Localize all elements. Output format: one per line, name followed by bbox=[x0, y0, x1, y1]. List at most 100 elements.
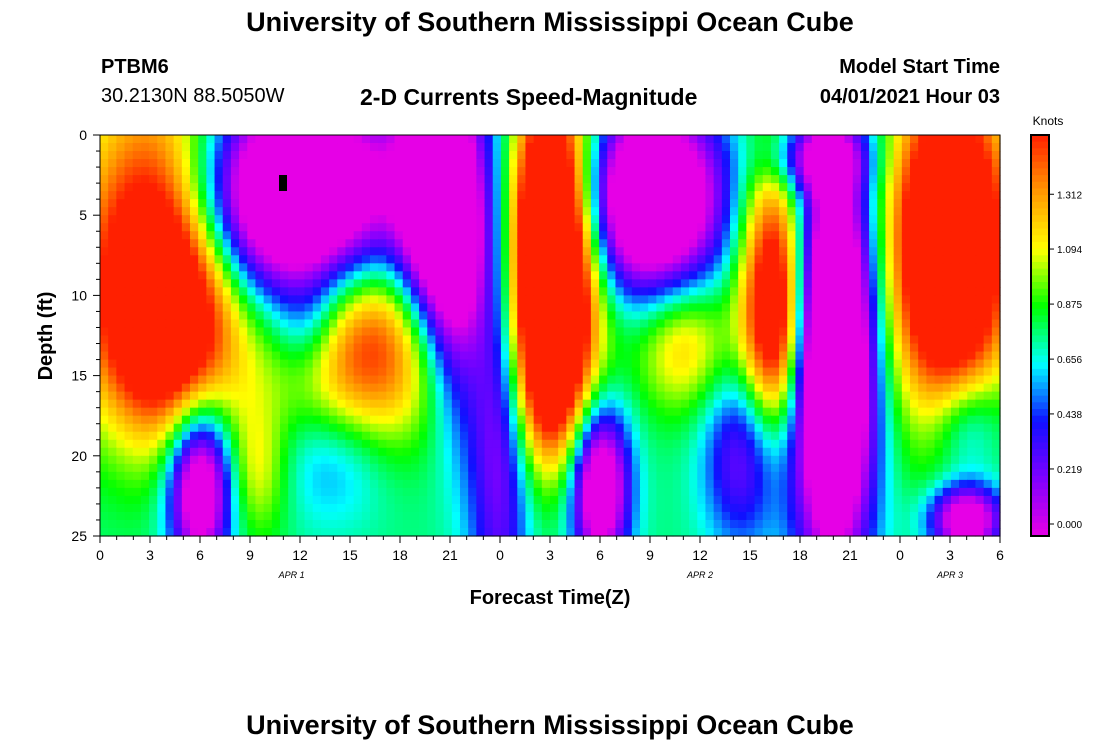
heatmap-cell bbox=[345, 303, 355, 313]
heatmap-cell bbox=[181, 263, 191, 272]
heatmap-cell bbox=[320, 415, 330, 425]
heatmap-cell bbox=[312, 423, 322, 433]
heatmap-cell bbox=[247, 455, 257, 465]
heatmap-cell bbox=[901, 231, 911, 240]
heatmap-cell bbox=[852, 415, 862, 425]
heatmap-cell bbox=[803, 231, 813, 240]
heatmap-cell bbox=[165, 223, 175, 232]
heatmap-cell bbox=[312, 351, 322, 361]
heatmap-cell bbox=[664, 479, 674, 489]
heatmap-cell bbox=[648, 143, 657, 152]
heatmap-cell bbox=[230, 183, 240, 192]
heatmap-cell bbox=[100, 159, 109, 168]
heatmap-cell bbox=[108, 223, 117, 232]
heatmap-cell bbox=[181, 159, 191, 168]
heatmap-cell bbox=[280, 335, 289, 345]
heatmap-cell bbox=[500, 303, 510, 313]
heatmap-cell bbox=[100, 343, 109, 353]
heatmap-cell bbox=[296, 271, 306, 280]
heatmap-cell bbox=[893, 183, 903, 192]
heatmap-cell bbox=[893, 239, 903, 248]
heatmap-cell bbox=[991, 423, 1001, 433]
heatmap-cell bbox=[312, 215, 322, 224]
heatmap-cell bbox=[353, 207, 363, 216]
heatmap-cell bbox=[451, 159, 461, 168]
heatmap-cell bbox=[337, 215, 347, 224]
heatmap-cell bbox=[149, 295, 158, 305]
heatmap-cell bbox=[198, 375, 207, 385]
heatmap-cell bbox=[181, 431, 191, 441]
heatmap-cell bbox=[320, 335, 330, 345]
heatmap-cell bbox=[672, 135, 682, 144]
heatmap-cell bbox=[893, 487, 903, 497]
heatmap-cell bbox=[165, 495, 175, 505]
heatmap-cell bbox=[566, 295, 576, 305]
heatmap-cell bbox=[329, 255, 338, 264]
heatmap-cell bbox=[680, 239, 690, 248]
heatmap-cell bbox=[910, 359, 919, 369]
heatmap-cell bbox=[664, 151, 674, 160]
heatmap-cell bbox=[410, 231, 420, 240]
heatmap-cell bbox=[181, 415, 191, 425]
heatmap-cell bbox=[337, 471, 347, 481]
heatmap-cell bbox=[239, 231, 248, 240]
heatmap-cell bbox=[410, 495, 420, 505]
heatmap-cell bbox=[975, 231, 985, 240]
heatmap-cell bbox=[991, 375, 1001, 385]
heatmap-cell bbox=[705, 319, 715, 329]
heatmap-cell bbox=[730, 447, 739, 457]
heatmap-cell bbox=[149, 263, 158, 272]
heatmap-cell bbox=[844, 375, 854, 385]
heatmap-cell bbox=[157, 287, 167, 296]
heatmap-cell bbox=[345, 391, 355, 401]
heatmap-cell bbox=[181, 207, 191, 216]
heatmap-cell bbox=[288, 375, 297, 385]
heatmap-cell bbox=[599, 367, 608, 377]
heatmap-cell bbox=[370, 351, 379, 361]
heatmap-cell bbox=[656, 407, 666, 417]
heatmap-cell bbox=[566, 207, 576, 216]
heatmap-cell bbox=[983, 487, 993, 497]
heatmap-cell bbox=[910, 399, 919, 409]
heatmap-cell bbox=[746, 407, 756, 417]
heatmap-cell bbox=[492, 143, 502, 152]
heatmap-cell bbox=[214, 367, 224, 377]
heatmap-cell bbox=[860, 143, 870, 152]
heatmap-cell bbox=[648, 191, 657, 200]
heatmap-cell bbox=[983, 471, 993, 481]
heatmap-cell bbox=[721, 343, 731, 353]
heatmap-cell bbox=[230, 255, 240, 264]
heatmap-cell bbox=[779, 423, 788, 433]
heatmap-cell bbox=[590, 159, 600, 168]
heatmap-cell bbox=[811, 327, 821, 337]
heatmap-cell bbox=[770, 215, 780, 224]
heatmap-cell bbox=[255, 271, 265, 280]
heatmap-cell bbox=[410, 175, 420, 184]
heatmap-cell bbox=[795, 183, 805, 192]
heatmap-cell bbox=[263, 175, 273, 184]
heatmap-cell bbox=[844, 335, 854, 345]
heatmap-cell bbox=[860, 263, 870, 272]
heatmap-cell bbox=[967, 439, 977, 449]
heatmap-cell bbox=[705, 151, 715, 160]
heatmap-cell bbox=[329, 167, 338, 176]
heatmap-cell bbox=[721, 239, 731, 248]
heatmap-cell bbox=[967, 151, 977, 160]
heatmap-cell bbox=[370, 183, 379, 192]
heatmap-cell bbox=[844, 407, 854, 417]
heatmap-cell bbox=[558, 391, 567, 401]
heatmap-cell bbox=[468, 343, 477, 353]
heatmap-cell bbox=[296, 487, 306, 497]
heatmap-cell bbox=[926, 487, 936, 497]
heatmap-cell bbox=[901, 311, 911, 321]
heatmap-cell bbox=[566, 191, 576, 200]
heatmap-cell bbox=[353, 455, 363, 465]
heatmap-cell bbox=[738, 463, 747, 473]
heatmap-cell bbox=[312, 175, 322, 184]
heatmap-cell bbox=[869, 487, 878, 497]
heatmap-cell bbox=[173, 247, 183, 256]
heatmap-cell bbox=[157, 191, 167, 200]
heatmap-cell bbox=[165, 335, 175, 345]
heatmap-cell bbox=[885, 175, 895, 184]
heatmap-cell bbox=[656, 287, 666, 296]
